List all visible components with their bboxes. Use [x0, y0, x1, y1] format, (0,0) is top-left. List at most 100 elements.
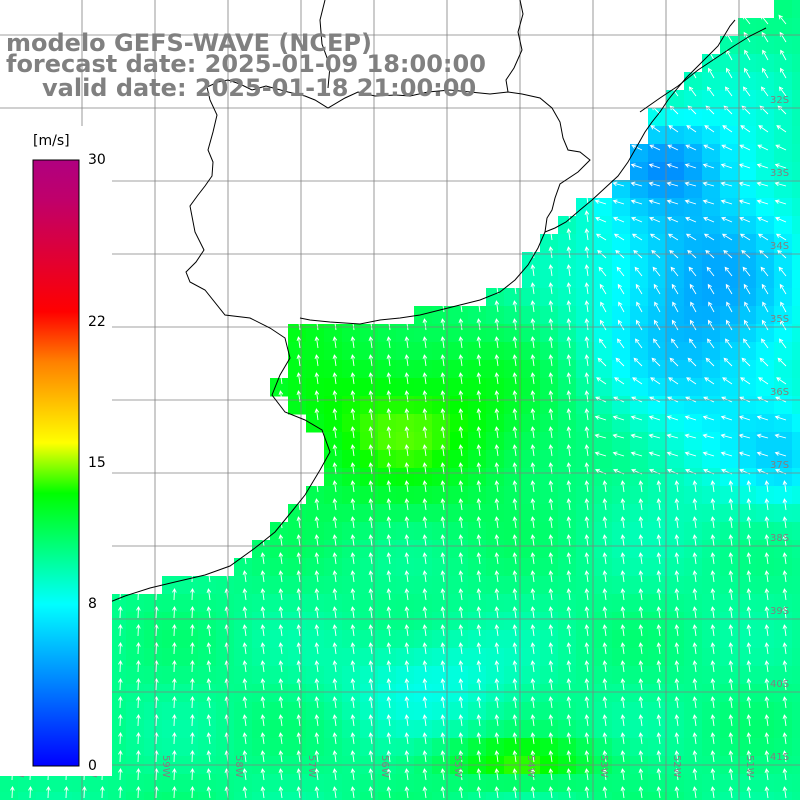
wind-speed-cell	[594, 360, 613, 379]
wind-arrow	[584, 444, 590, 457]
wind-speed-cell	[108, 774, 127, 793]
wind-speed-cell	[738, 594, 757, 613]
wind-speed-cell	[684, 234, 703, 253]
wind-speed-cell	[396, 738, 415, 757]
wind-arrow	[404, 714, 410, 727]
wind-arrow	[494, 372, 500, 385]
wind-arrow	[728, 516, 734, 529]
wind-arrow	[206, 750, 212, 763]
wind-speed-cell	[504, 504, 523, 523]
wind-arrow	[674, 714, 680, 727]
wind-arrow	[422, 624, 428, 637]
wind-arrow	[476, 408, 482, 421]
wind-arrow	[708, 49, 715, 61]
wind-arrow	[710, 660, 716, 673]
wind-speed-cell	[576, 414, 595, 433]
wind-arrow	[703, 216, 715, 223]
wind-arrow	[404, 732, 410, 745]
wind-speed-cell	[666, 450, 685, 469]
wind-arrow	[548, 462, 554, 475]
wind-arrow	[440, 354, 446, 367]
wind-arrow	[756, 181, 769, 187]
wind-speed-cell	[540, 360, 559, 379]
wind-speed-cell	[666, 684, 685, 703]
wind-arrow	[638, 660, 644, 673]
wind-arrow	[278, 660, 284, 673]
wind-arrow	[566, 552, 572, 565]
wind-arrow	[190, 696, 195, 709]
wind-arrow	[782, 732, 788, 745]
wind-arrow	[616, 338, 625, 349]
wind-speed-cell	[558, 234, 577, 253]
wind-arrow	[728, 768, 734, 781]
wind-speed-cell	[720, 54, 739, 73]
wind-speed-cell	[792, 558, 800, 577]
wind-speed-cell	[792, 126, 800, 145]
wind-speed-cell	[486, 558, 505, 577]
wind-speed-cell	[432, 702, 451, 721]
wind-speed-cell	[774, 648, 793, 667]
wind-arrow	[530, 516, 536, 529]
wind-speed-cell	[306, 612, 325, 631]
wind-arrow	[512, 714, 518, 727]
wind-arrow	[458, 534, 464, 547]
wind-speed-cell	[540, 306, 559, 325]
wind-arrow	[602, 516, 608, 529]
wind-speed-cell	[720, 594, 739, 613]
wind-speed-cell	[270, 594, 289, 613]
wind-arrow	[742, 266, 751, 277]
wind-arrow	[638, 516, 644, 529]
wind-arrow	[584, 228, 590, 241]
wind-arrow	[278, 606, 284, 619]
wind-speed-cell	[738, 450, 757, 469]
wind-speed-cell	[576, 684, 595, 703]
wind-arrow	[566, 336, 572, 349]
wind-arrow	[190, 732, 195, 745]
wind-arrow	[764, 534, 770, 547]
wind-arrow	[476, 552, 482, 565]
wind-speed-cell	[306, 486, 325, 505]
wind-arrow	[296, 354, 302, 367]
wind-arrow	[674, 516, 680, 529]
wind-speed-cell	[702, 666, 721, 685]
wind-speed-cell	[558, 576, 577, 595]
wind-speed-cell	[162, 774, 181, 793]
wind-arrow	[512, 768, 518, 781]
wind-speed-cell	[126, 774, 145, 793]
wind-arrow	[728, 552, 734, 565]
wind-arrow	[206, 714, 212, 727]
wind-arrow	[368, 786, 374, 799]
wind-speed-cell	[648, 432, 667, 451]
wind-arrow	[314, 714, 320, 727]
wind-arrow	[566, 480, 572, 493]
wind-arrow	[386, 678, 392, 691]
wind-speed-cell	[450, 486, 469, 505]
wind-arrow	[669, 105, 679, 115]
wind-speed-cell	[540, 432, 559, 451]
wind-speed-cell	[306, 396, 325, 415]
wind-speed-cell	[270, 378, 289, 397]
wind-arrow	[740, 125, 751, 133]
wind-arrow	[764, 750, 770, 763]
wind-speed-cell	[90, 774, 109, 793]
map-title-model: modelo GEFS-WAVE (NCEP)	[6, 29, 372, 57]
wind-arrow	[728, 678, 734, 691]
wind-arrow	[746, 786, 752, 799]
wind-speed-cell	[648, 288, 667, 307]
wind-speed-cell	[180, 774, 199, 793]
wind-speed-cell	[558, 288, 577, 307]
wind-arrow	[566, 354, 572, 367]
wind-arrow	[782, 570, 788, 583]
wind-arrow	[494, 354, 500, 367]
wind-speed-cell	[576, 378, 595, 397]
wind-speed-cell	[522, 594, 541, 613]
wind-speed-cell	[342, 378, 361, 397]
wind-arrow	[314, 552, 320, 565]
wind-speed-cell	[684, 576, 703, 595]
wind-arrow	[190, 750, 195, 763]
wind-speed-cell	[288, 504, 307, 523]
wind-speed-cell	[450, 666, 469, 685]
wind-speed-cell	[288, 576, 307, 595]
wind-speed-cell	[558, 378, 577, 397]
wind-speed-cell	[486, 576, 505, 595]
